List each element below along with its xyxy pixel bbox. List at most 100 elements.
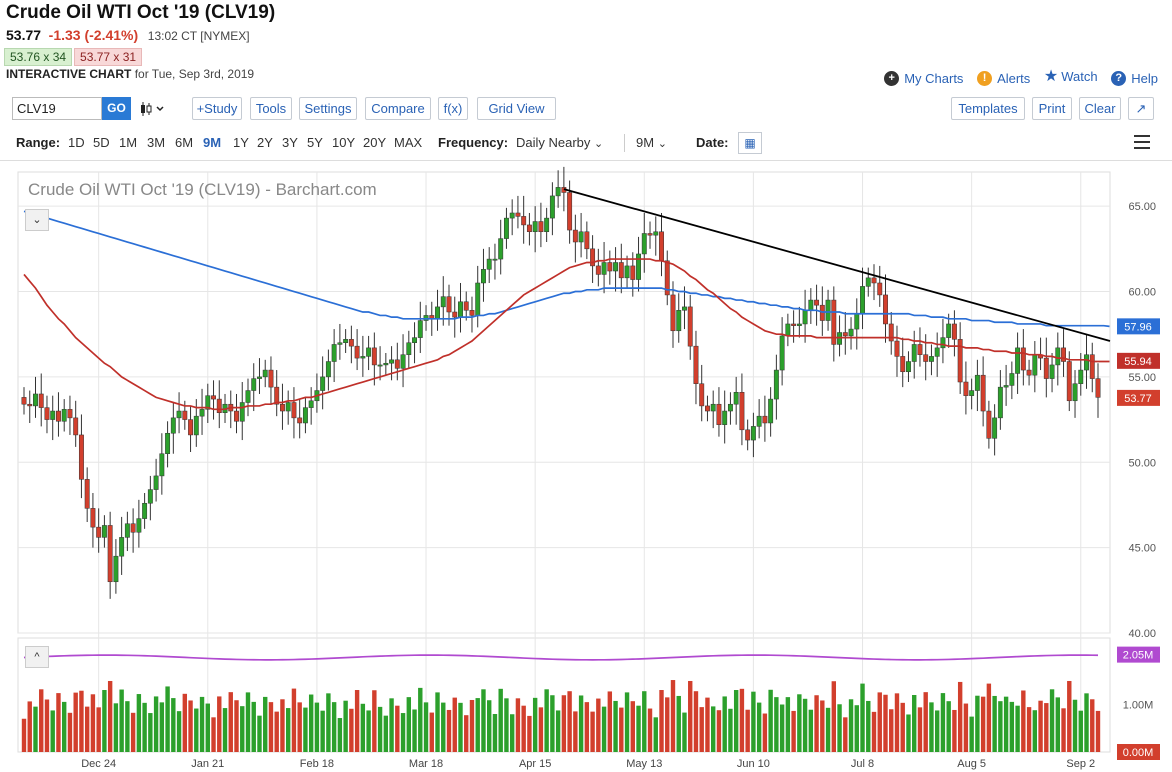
range-1y[interactable]: 1Y [233,135,249,150]
divider [624,134,625,152]
range-20y[interactable]: 20Y [363,135,387,150]
watch-link[interactable]: ★ Watch [1044,66,1098,86]
menu-icon[interactable] [1134,135,1150,153]
volume-bar [986,683,992,752]
candle-up [337,342,343,345]
volume-bar [50,710,55,752]
candle-up [624,265,630,279]
add-study-button[interactable]: +Study [192,97,242,120]
candle-up [205,395,211,410]
print-button[interactable]: Print [1032,97,1072,120]
volume-bar [544,689,549,752]
volume-bar [1072,699,1078,752]
volume-bar [1021,690,1026,752]
volume-bar [636,705,641,752]
my-charts-link[interactable]: + My Charts [884,71,963,86]
range-1m[interactable]: 1M [119,135,138,150]
volume-bar [27,701,32,752]
candle-down [1043,357,1049,379]
templates-button[interactable]: Templates [951,97,1025,120]
candle-down [900,356,906,373]
candle-up [423,315,429,321]
range-6m[interactable]: 6M [175,135,194,150]
candle-up [756,415,762,427]
volume-bar [532,697,538,752]
range-5d[interactable]: 5D [93,135,110,150]
candle-up [682,306,687,311]
volume-bar [940,693,946,752]
grid-view-button[interactable]: Grid View [477,97,556,120]
candle-down [670,294,676,332]
candle-down [1066,361,1072,402]
candle-down [687,306,693,347]
candle-up [147,489,153,504]
volume-bar [343,700,348,752]
expand-button[interactable]: ↗ [1128,97,1154,120]
range-10y[interactable]: 10Y [332,135,356,150]
range-3y[interactable]: 3Y [282,135,298,150]
volume-bar [251,701,256,752]
candle-down [980,374,986,412]
compare-button[interactable]: Compare [365,97,431,120]
volume-bar [1078,710,1083,752]
calendar-button[interactable]: ▦ [738,132,762,154]
candle-down [762,415,768,424]
clear-button[interactable]: Clear [1079,97,1121,120]
price-change: -1.33 (-2.41%) [48,27,139,43]
volume-bar [234,700,239,752]
candle-up [486,258,492,270]
volume-bar [1003,696,1009,752]
volume-bar [963,703,969,752]
fx-button[interactable]: f(x) [438,97,468,120]
volume-bar [779,704,785,752]
page-title: Crude Oil WTI Oct '19 (CLV19) [6,2,276,23]
candle-up [492,258,498,261]
plus-circle-icon: + [884,71,900,86]
volume-bar [102,690,107,752]
candle-up [320,376,326,391]
volume-bar [1032,710,1038,752]
candle-down [607,262,613,272]
expand-volume-button[interactable]: ^ [25,646,49,668]
volume-bar [1061,708,1066,752]
volume-value-badge [1117,744,1160,760]
range-max[interactable]: MAX [394,135,423,150]
tools-button[interactable]: Tools [250,97,292,120]
candle-up [1084,354,1089,371]
candle-down [572,229,578,243]
range-3m[interactable]: 3M [147,135,166,150]
collapse-button[interactable]: ⌄ [25,209,49,231]
candle-up [722,410,728,425]
candle-up [848,328,854,337]
frequency-select[interactable]: Daily Nearby ⌄ [516,135,603,150]
volume-bar [1055,697,1060,752]
period-select[interactable]: 9M ⌄ [636,135,667,150]
alerts-link[interactable]: ! Alerts [977,71,1030,86]
x-tick-label: Mar 18 [409,758,443,770]
help-link[interactable]: ? Help [1111,71,1158,86]
range-9m[interactable]: 9M [203,135,222,150]
volume-bar [613,700,618,752]
volume-bar [412,709,417,752]
volume-bar [889,709,894,752]
range-2y[interactable]: 2Y [257,135,273,150]
volume-bar [590,711,595,752]
candle-down [297,417,303,424]
settings-button[interactable]: Settings [299,97,357,120]
go-button[interactable]: GO [102,97,131,120]
volume-bar [509,714,515,752]
range-1d[interactable]: 1D [68,135,85,150]
candle-down [745,429,751,441]
candle-up [928,356,934,362]
x-tick-label: May 13 [626,758,662,770]
range-5y[interactable]: 5Y [307,135,323,150]
volume-bar [596,698,601,752]
volume-bar [441,702,446,752]
chart-label: INTERACTIVE CHART [6,67,132,81]
candle-up [808,299,814,311]
volume-bar [688,680,693,752]
candle-up [343,339,349,343]
symbol-input[interactable]: CLV19 [12,97,102,120]
chart-type-dropdown[interactable] [139,100,167,121]
quote-row: 53.77 -1.33 (-2.41%) 13:02 CT [NYMEX] [6,27,250,43]
